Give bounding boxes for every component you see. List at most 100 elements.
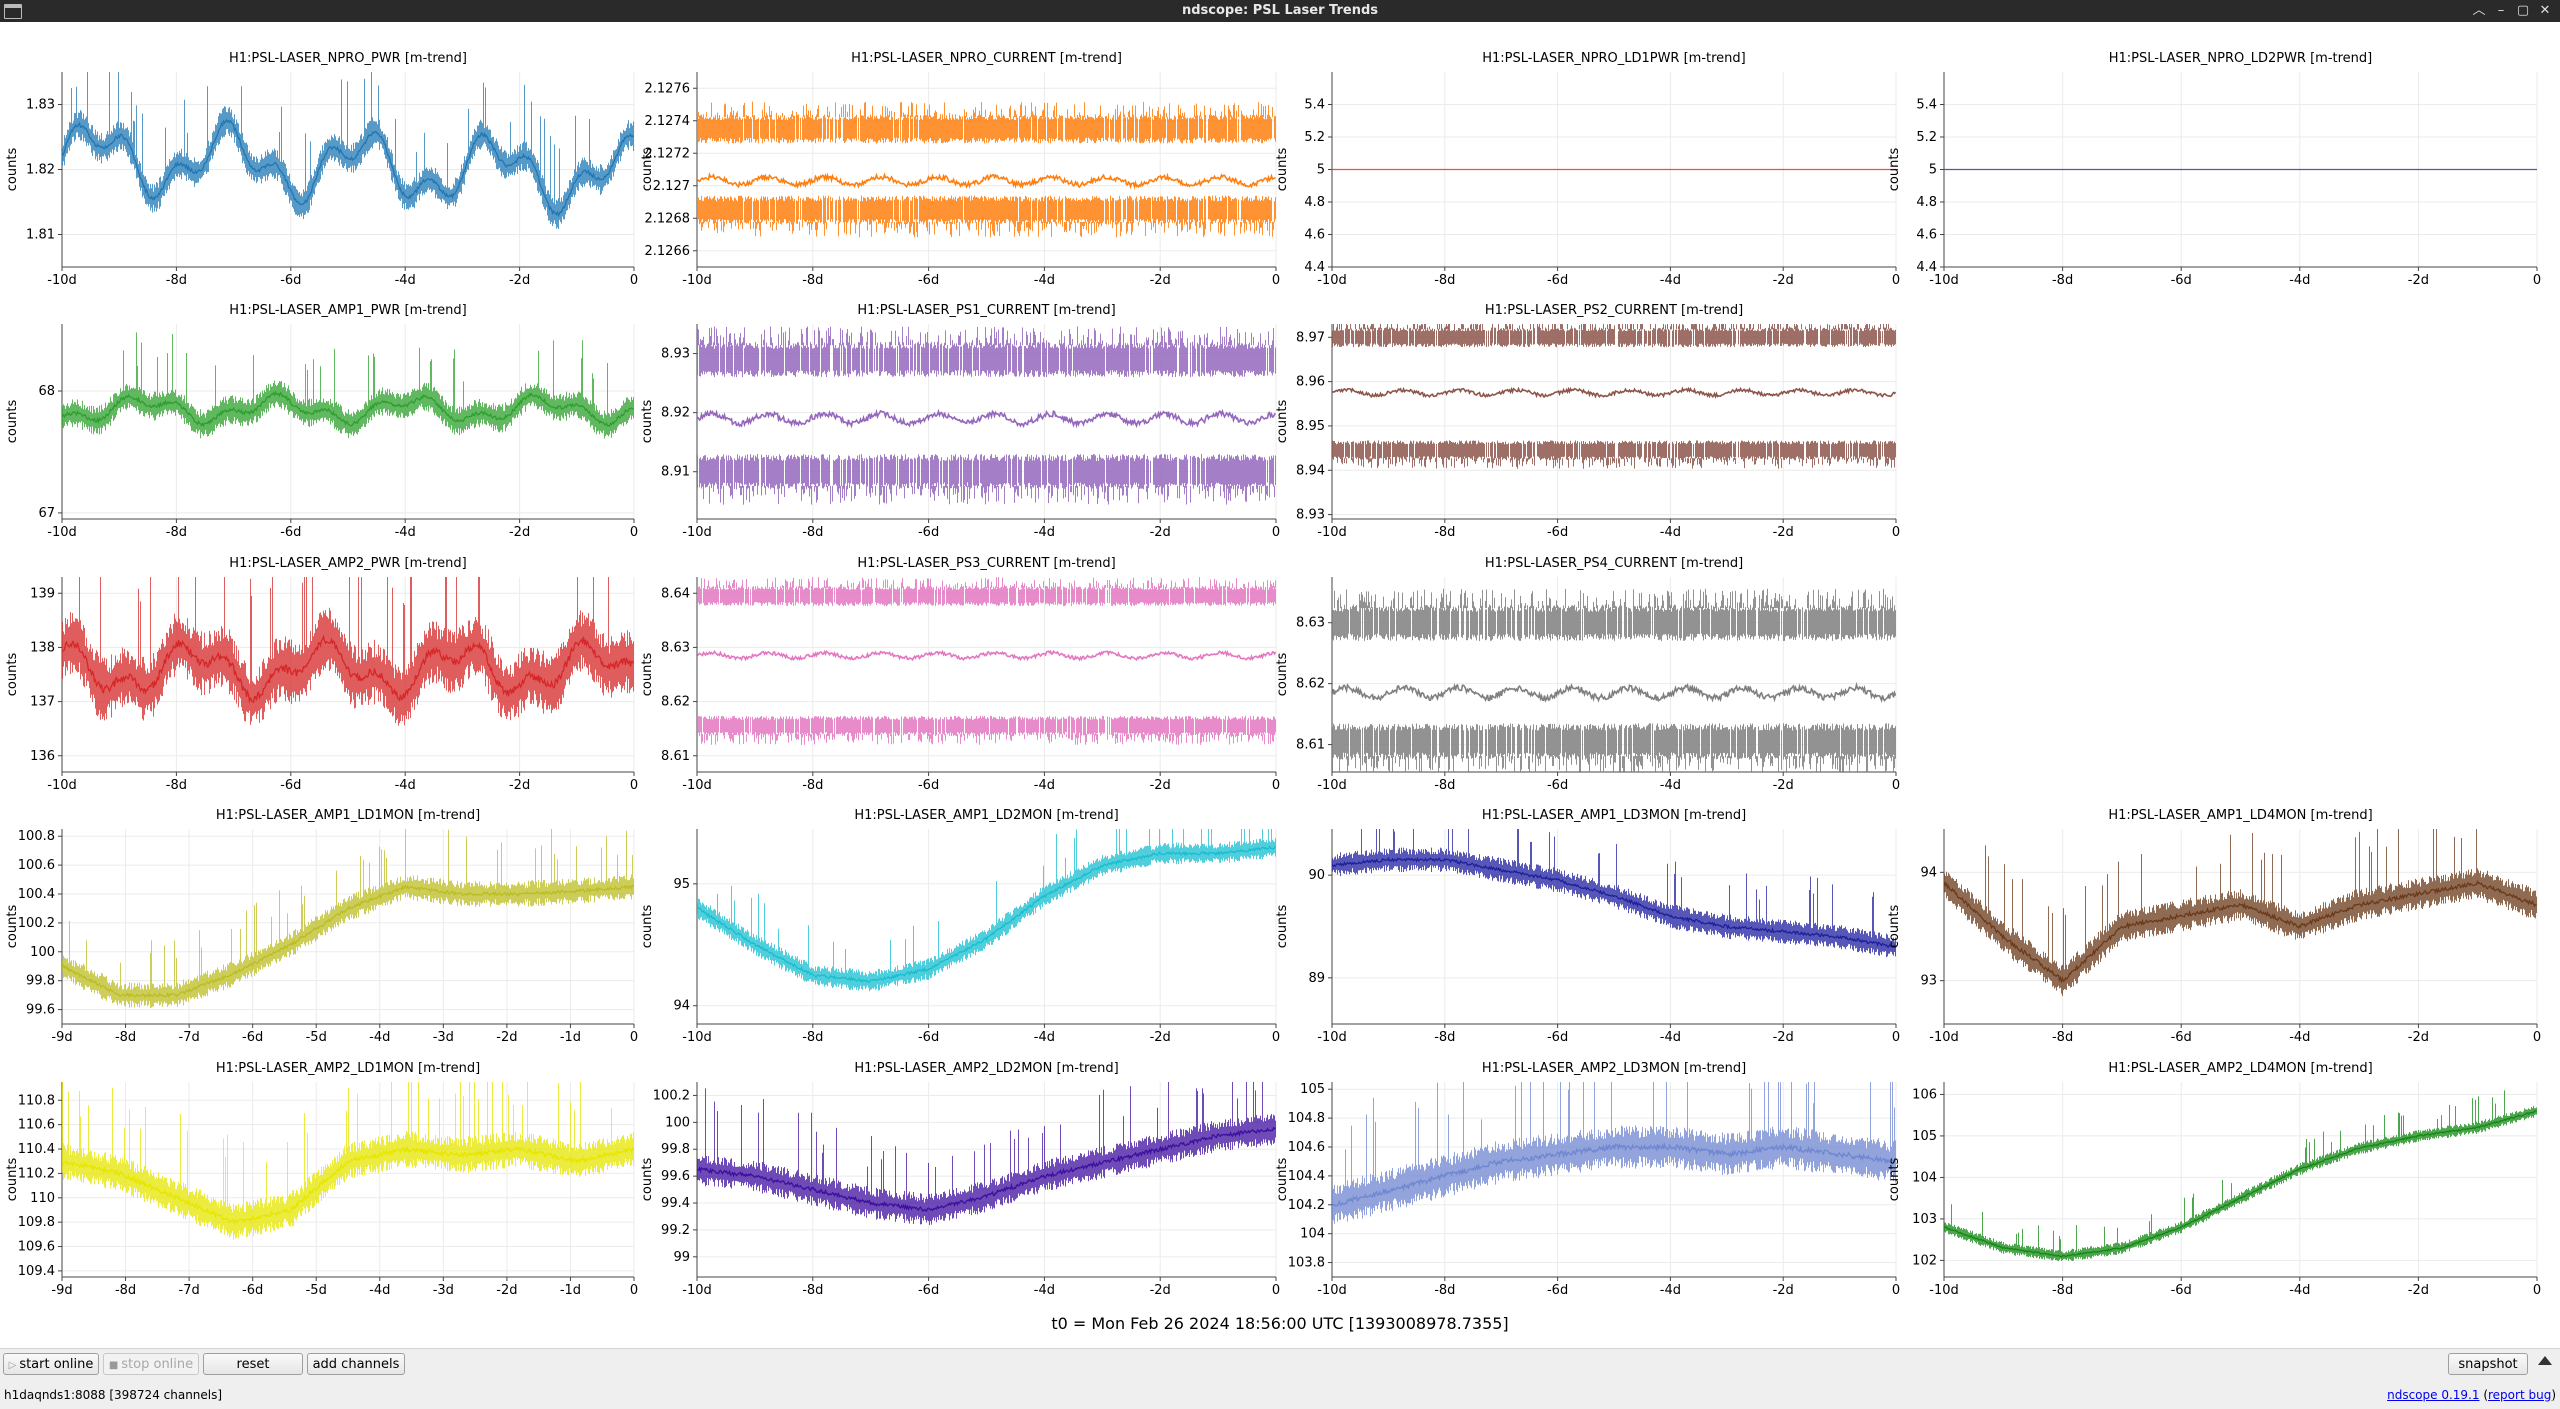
stop-online-button[interactable]: ■ stop online — [103, 1353, 199, 1375]
series-trace — [62, 829, 634, 1009]
series-trace — [697, 829, 1276, 992]
start-online-button[interactable]: ▷ start online — [3, 1353, 99, 1375]
plot-title: H1:PSL-LASER_NPRO_CURRENT [m-trend] — [851, 51, 1122, 66]
y-tick-label: 8.96 — [1296, 375, 1325, 390]
play-icon: ▷ — [8, 1360, 17, 1371]
plot-panel[interactable]: H1:PSL-LASER_AMP2_LD4MON [m-trend] counts… — [1887, 1061, 2541, 1298]
plot-grid: H1:PSL-LASER_NPRO_PWR [m-trend] counts 1.8… — [5, 51, 2541, 1298]
y-tick-label: 99.4 — [661, 1196, 690, 1211]
x-tick-label: -3d — [433, 1283, 454, 1298]
plot-panel[interactable]: H1:PSL-LASER_AMP2_LD1MON [m-trend] counts… — [5, 1061, 638, 1298]
series-trace — [697, 1082, 1276, 1226]
y-tick-label: 89 — [1308, 971, 1325, 986]
x-tick-label: -6d — [918, 1030, 939, 1045]
x-tick-label: 0 — [1892, 525, 1900, 540]
x-tick-label: -8d — [166, 525, 187, 540]
y-tick-label: 100.4 — [18, 887, 55, 902]
x-tick-label: 0 — [1892, 1030, 1900, 1045]
x-tick-label: -10d — [682, 273, 712, 288]
y-axis-label: counts — [1887, 905, 1902, 949]
plot-panel[interactable]: H1:PSL-LASER_AMP1_LD3MON [m-trend] counts… — [1275, 808, 1900, 1045]
y-tick-label: 1.81 — [26, 228, 55, 243]
x-tick-label: -10d — [1317, 1283, 1347, 1298]
plot-panel[interactable]: H1:PSL-LASER_AMP1_LD4MON [m-trend] counts… — [1887, 808, 2541, 1045]
y-tick-label: 100 — [30, 945, 55, 960]
plot-panel[interactable]: H1:PSL-LASER_PS2_CURRENT [m-trend] counts… — [1275, 303, 1900, 540]
maximize-icon[interactable]: ▢ — [2516, 3, 2530, 18]
y-axis-label: counts — [5, 1158, 20, 1202]
version-link[interactable]: ndscope 0.19.1 — [2387, 1388, 2480, 1402]
x-tick-label: -2d — [509, 778, 530, 793]
y-tick-label: 110 — [30, 1191, 55, 1206]
plot-title: H1:PSL-LASER_AMP1_LD1MON [m-trend] — [216, 808, 480, 823]
collapse-toolbar-icon[interactable] — [2538, 1356, 2552, 1365]
plot-panel[interactable]: H1:PSL-LASER_AMP1_PWR [m-trend] counts 67 6… — [5, 303, 638, 540]
report-bug-link[interactable]: report bug — [2488, 1388, 2552, 1402]
x-tick-label: -6d — [918, 273, 939, 288]
minimize-icon[interactable]: – — [2497, 3, 2505, 18]
x-tick-label: -6d — [2171, 1283, 2192, 1298]
plot-panel[interactable]: H1:PSL-LASER_AMP2_LD2MON [m-trend] counts… — [640, 1060, 1280, 1298]
y-tick-label: 95 — [673, 877, 690, 892]
y-tick-label: 99.8 — [661, 1142, 690, 1157]
x-tick-label: 0 — [630, 1030, 638, 1045]
plot-panel[interactable]: H1:PSL-LASER_NPRO_LD2PWR [m-trend] counts… — [1887, 51, 2541, 288]
x-tick-label: -2d — [1150, 1283, 1171, 1298]
x-tick-label: -5d — [306, 1283, 327, 1298]
x-tick-label: -4d — [2289, 1283, 2310, 1298]
x-tick-label: -4d — [1034, 778, 1055, 793]
y-tick-label: 110.6 — [18, 1118, 55, 1133]
plot-panel[interactable]: H1:PSL-LASER_AMP2_LD3MON [m-trend] counts… — [1275, 1047, 1900, 1298]
x-tick-label: -4d — [1034, 273, 1055, 288]
x-tick-label: -8d — [1434, 1283, 1455, 1298]
y-tick-label: 137 — [30, 695, 55, 710]
series-trace — [1332, 588, 1896, 772]
x-tick-label: -8d — [802, 1030, 823, 1045]
x-tick-label: -9d — [51, 1030, 72, 1045]
plot-panel[interactable]: H1:PSL-LASER_PS4_CURRENT [m-trend] counts… — [1275, 556, 1900, 793]
plot-panel[interactable]: H1:PSL-LASER_AMP1_LD1MON [m-trend] counts… — [5, 808, 638, 1045]
series-envelope — [697, 829, 1276, 992]
x-tick-label: -8d — [802, 1283, 823, 1298]
y-axis-label: counts — [5, 653, 20, 697]
plot-panel[interactable]: H1:PSL-LASER_NPRO_LD1PWR [m-trend] counts… — [1275, 51, 1900, 288]
plot-title: H1:PSL-LASER_PS3_CURRENT [m-trend] — [857, 556, 1115, 571]
plot-panel[interactable]: H1:PSL-LASER_NPRO_PWR [m-trend] counts 1.8… — [5, 51, 638, 288]
y-tick-label: 109.8 — [18, 1215, 55, 1230]
plot-panel[interactable]: H1:PSL-LASER_NPRO_CURRENT [m-trend] count… — [640, 51, 1280, 288]
x-tick-label: -2d — [1150, 778, 1171, 793]
series-trace — [697, 326, 1276, 505]
x-tick-label: -6d — [1547, 525, 1568, 540]
reset-button[interactable]: reset — [203, 1353, 303, 1375]
close-icon[interactable]: ✕ — [2539, 3, 2551, 18]
keep-above-icon[interactable]: ︿ — [2472, 3, 2486, 18]
plot-title: H1:PSL-LASER_NPRO_LD2PWR [m-trend] — [2109, 51, 2373, 66]
add-channels-button[interactable]: add channels — [307, 1353, 405, 1375]
y-tick-label: 4.8 — [1304, 195, 1325, 210]
plot-panel[interactable]: H1:PSL-LASER_AMP2_PWR [m-trend] counts 136… — [5, 497, 638, 793]
x-tick-label: -10d — [682, 1283, 712, 1298]
y-tick-label: 68 — [38, 384, 55, 399]
y-tick-label: 139 — [30, 586, 55, 601]
t0-label: t0 = Mon Feb 26 2024 18:56:00 UTC [13930… — [1051, 1314, 1509, 1333]
series-trace — [1944, 829, 2537, 997]
x-tick-label: -6d — [280, 273, 301, 288]
plot-panel[interactable]: H1:PSL-LASER_AMP1_LD2MON [m-trend] counts… — [640, 800, 1280, 1045]
plot-panel[interactable]: H1:PSL-LASER_PS1_CURRENT [m-trend] counts… — [640, 303, 1280, 540]
plot-panel[interactable]: H1:PSL-LASER_PS3_CURRENT [m-trend] counts… — [640, 556, 1280, 793]
y-tick-label: 8.91 — [661, 465, 690, 480]
x-tick-label: -1d — [560, 1283, 581, 1298]
snapshot-button[interactable]: snapshot — [2448, 1353, 2528, 1375]
x-tick-label: -8d — [1434, 525, 1455, 540]
y-tick-label: 2.127 — [653, 179, 690, 194]
series-mean — [62, 634, 634, 704]
x-tick-label: -4d — [395, 778, 416, 793]
x-tick-label: -4d — [1034, 525, 1055, 540]
x-tick-label: -6d — [1547, 1030, 1568, 1045]
y-tick-label: 104.4 — [1288, 1169, 1325, 1184]
y-axis-label: counts — [1275, 148, 1290, 192]
y-tick-label: 8.61 — [1296, 738, 1325, 753]
x-tick-label: -6d — [2171, 1030, 2192, 1045]
series-mean — [62, 390, 634, 428]
y-tick-label: 2.1268 — [645, 211, 691, 226]
